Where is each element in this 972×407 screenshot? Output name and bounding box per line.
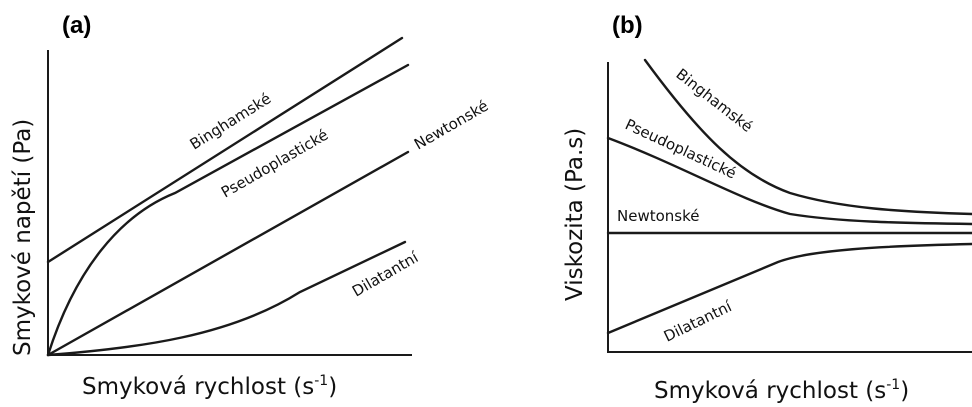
panel-a-axes <box>47 50 412 356</box>
panel-a-label-newtonian: Newtonské <box>411 97 491 154</box>
panel-b-axes <box>607 62 972 353</box>
panel-b-label-dilatant: Dilatantní <box>661 297 735 346</box>
panel-b-label-newtonian: Newtonské <box>617 207 699 225</box>
panel-a-xlabel: Smyková rychlost (s-1) <box>82 373 337 400</box>
panel-b-ylabel: Viskozita (Pa.s) <box>562 128 588 301</box>
panel-a-ylabel: Smykové napětí (Pa) <box>10 119 36 356</box>
panel-b-label-bingham: Binghamské <box>673 65 757 136</box>
panel-a-label: (a) <box>62 12 91 39</box>
panel-a-curve-newtonian <box>46 150 410 357</box>
panel-b-curve-bingham <box>643 58 972 216</box>
panel-b-label: (b) <box>612 12 643 39</box>
panel-a-label-bingham: Binghamské <box>187 89 275 153</box>
panel-a-label-dilatant: Dilatantní <box>349 248 422 301</box>
panel-b-curve-pseudoplastic <box>606 136 972 226</box>
panel-a-curve-bingham <box>46 36 404 264</box>
panel-a-curve-pseudoplastic <box>46 63 410 357</box>
panel-a-curve-dilatant <box>46 240 407 357</box>
panel-b-xlabel: Smyková rychlost (s-1) <box>654 377 909 404</box>
panel-b-curve-dilatant <box>606 242 972 335</box>
